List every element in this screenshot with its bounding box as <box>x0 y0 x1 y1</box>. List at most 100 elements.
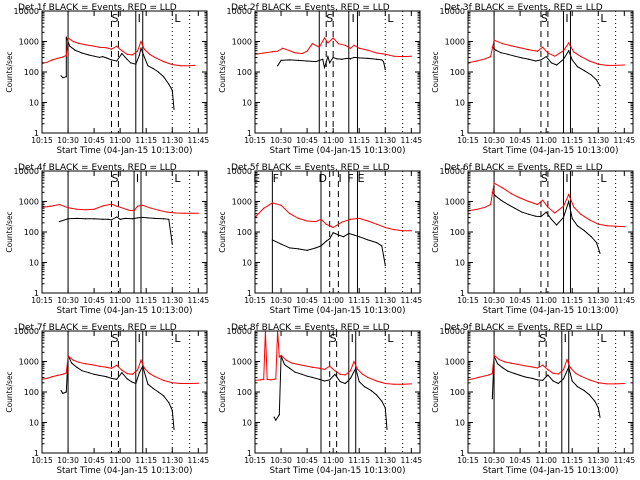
chart-7-lld-point-27 <box>189 382 191 385</box>
chart-5-events-point-9 <box>329 238 331 240</box>
chart-5-events-point-15 <box>358 236 360 238</box>
chart-8-events-point-25 <box>386 428 388 430</box>
chart-9-lld-point-27 <box>615 383 617 385</box>
chart-9-lld-point-19 <box>562 369 565 371</box>
chart-6-events-point-14 <box>568 200 570 203</box>
chart-4-events-point-16 <box>154 217 156 219</box>
chart-2-xtick-label-5: 11:15 <box>348 136 370 145</box>
chart-6-lld-point-19 <box>597 223 599 225</box>
chart-2-lld-point-17 <box>349 47 352 49</box>
chart-9-events-point-20 <box>588 394 591 396</box>
chart-4-events-point-5 <box>93 218 95 220</box>
chart-3-ylabel: Counts/sec <box>431 51 440 92</box>
chart-7-events-point-26 <box>173 428 175 430</box>
chart-7-xtick-label-6: 11:30 <box>161 456 183 465</box>
chart-3-events-point-4 <box>507 53 509 55</box>
chart-9-lld-point-24 <box>588 379 591 381</box>
chart-1-events-point-8 <box>88 54 90 56</box>
chart-5-region-label-6: E <box>357 172 364 185</box>
chart-1-lld-point-3 <box>51 59 54 61</box>
chart-5-events-point-19 <box>384 264 386 267</box>
chart-1-events-point-1 <box>60 75 62 77</box>
chart-3-region-label-1: S <box>541 12 548 25</box>
chart-1-events-point-3 <box>65 76 67 78</box>
chart-2-xtick-label-3: 10:45 <box>296 136 318 145</box>
chart-8-ytick-label-1: 1 <box>247 449 252 458</box>
chart-7-lld-point-2 <box>46 377 48 379</box>
chart-2-lld-point-18 <box>353 44 355 46</box>
chart-3-events-point-18 <box>590 74 592 76</box>
chart-4-xtick-label-7: 11:45 <box>188 296 210 305</box>
chart-1-xtick-label-6: 11:30 <box>161 136 183 145</box>
chart-6-events-point-19 <box>595 241 598 244</box>
chart-5-events-point-2 <box>280 243 282 245</box>
chart-7-xtick-label-4: 11:00 <box>109 456 131 465</box>
chart-4-lld-point-19 <box>175 212 177 214</box>
chart-2-ytick-label-3: 100 <box>237 68 252 77</box>
chart-1-lld-point-21 <box>143 48 146 51</box>
chart-2-region-label-3: L <box>387 12 394 25</box>
chart-2-xtick-label-4: 11:00 <box>322 136 344 145</box>
chart-5-events-point-16 <box>367 239 369 241</box>
chart-6-lld-point-7 <box>510 193 513 195</box>
chart-8-lld-point-21 <box>339 373 341 375</box>
chart-6-events-point-11 <box>550 218 552 220</box>
chart-8-events-point-19 <box>358 380 360 383</box>
chart-1-events-point-15 <box>121 53 123 55</box>
chart-5-events-point-5 <box>306 249 308 251</box>
chart-9-title: Det 9f BLACK = Events, RED = LLD <box>444 323 603 333</box>
chart-2-lld-point-4 <box>276 50 279 52</box>
chart-2-lld-point-8 <box>301 53 303 55</box>
chart-8-events-point-6 <box>289 367 291 369</box>
chart-4-xlabel: Start Time (04-Jan-15 10:13:00) <box>57 306 193 316</box>
chart-2-lld-point-21 <box>375 52 378 54</box>
chart-4-events-point-6 <box>102 218 104 220</box>
chart-2-events-point-5 <box>306 60 308 62</box>
chart-1-lld-point-26 <box>180 65 182 67</box>
chart-6-xlabel: Start Time (04-Jan-15 10:13:00) <box>483 306 619 316</box>
chart-9-events-point-23 <box>599 416 601 418</box>
chart-3-lld-point-14 <box>562 50 565 52</box>
chart-8-lld-point-15 <box>304 365 306 367</box>
chart-7-xtick-label-5: 11:15 <box>135 456 157 465</box>
chart-4-ytick-label-2: 10 <box>29 259 39 268</box>
chart-7-events-point-16 <box>131 381 133 383</box>
chart-5-xtick-label-1: 10:15 <box>244 296 266 305</box>
chart-1-lld-point-5 <box>62 56 64 58</box>
chart-9-events-point-16 <box>568 366 570 368</box>
chart-1-lld-point-16 <box>121 50 123 52</box>
chart-1-ylabel: Counts/sec <box>5 51 14 92</box>
chart-3-ytick-label-1: 1 <box>460 129 465 138</box>
chart-1-xtick-label-3: 10:45 <box>83 136 105 145</box>
chart-7-lld-point-5 <box>62 373 64 375</box>
chart-1-series-events <box>60 36 175 110</box>
chart-8-xtick-label-7: 11:45 <box>401 456 423 465</box>
chart-6-xtick-label-4: 11:00 <box>535 296 557 305</box>
chart-5-lld-point-6 <box>297 217 300 219</box>
chart-8-xtick-label-3: 10:45 <box>296 456 318 465</box>
chart-3-series-lld <box>467 39 625 66</box>
chart-5-lld-point-16 <box>375 223 378 225</box>
chart-3-region-label-2: I <box>565 12 568 25</box>
chart-4-events-point-12 <box>131 218 133 220</box>
chart-9-lld-point-3 <box>477 376 480 379</box>
chart-4-events-point-7 <box>107 218 109 220</box>
chart-8-lld-point-30 <box>393 383 395 385</box>
chart-6-lld-point-17 <box>580 213 582 215</box>
chart-6-region-label-3: L <box>600 172 607 185</box>
chart-2-events-point-13 <box>341 58 343 60</box>
chart-1-lld-point-25 <box>171 63 173 66</box>
chart-3-ytick-label-5: 10000 <box>440 7 465 16</box>
chart-2-events-point-18 <box>367 57 369 59</box>
chart-5-xtick-label-7: 11:45 <box>401 296 423 305</box>
chart-6-xtick-label-6: 11:30 <box>587 296 609 305</box>
chart-6-events-point-18 <box>590 236 592 238</box>
chart-6-lld-point-4 <box>489 203 492 206</box>
chart-2-lld-point-16 <box>344 44 346 46</box>
chart-4-events-point-3 <box>76 217 78 219</box>
chart-8-events-point-10 <box>311 376 313 379</box>
chart-2-events-point-6 <box>315 60 317 63</box>
chart-7-events-point-25 <box>171 409 173 411</box>
chart-8-events-point-13 <box>329 379 331 381</box>
